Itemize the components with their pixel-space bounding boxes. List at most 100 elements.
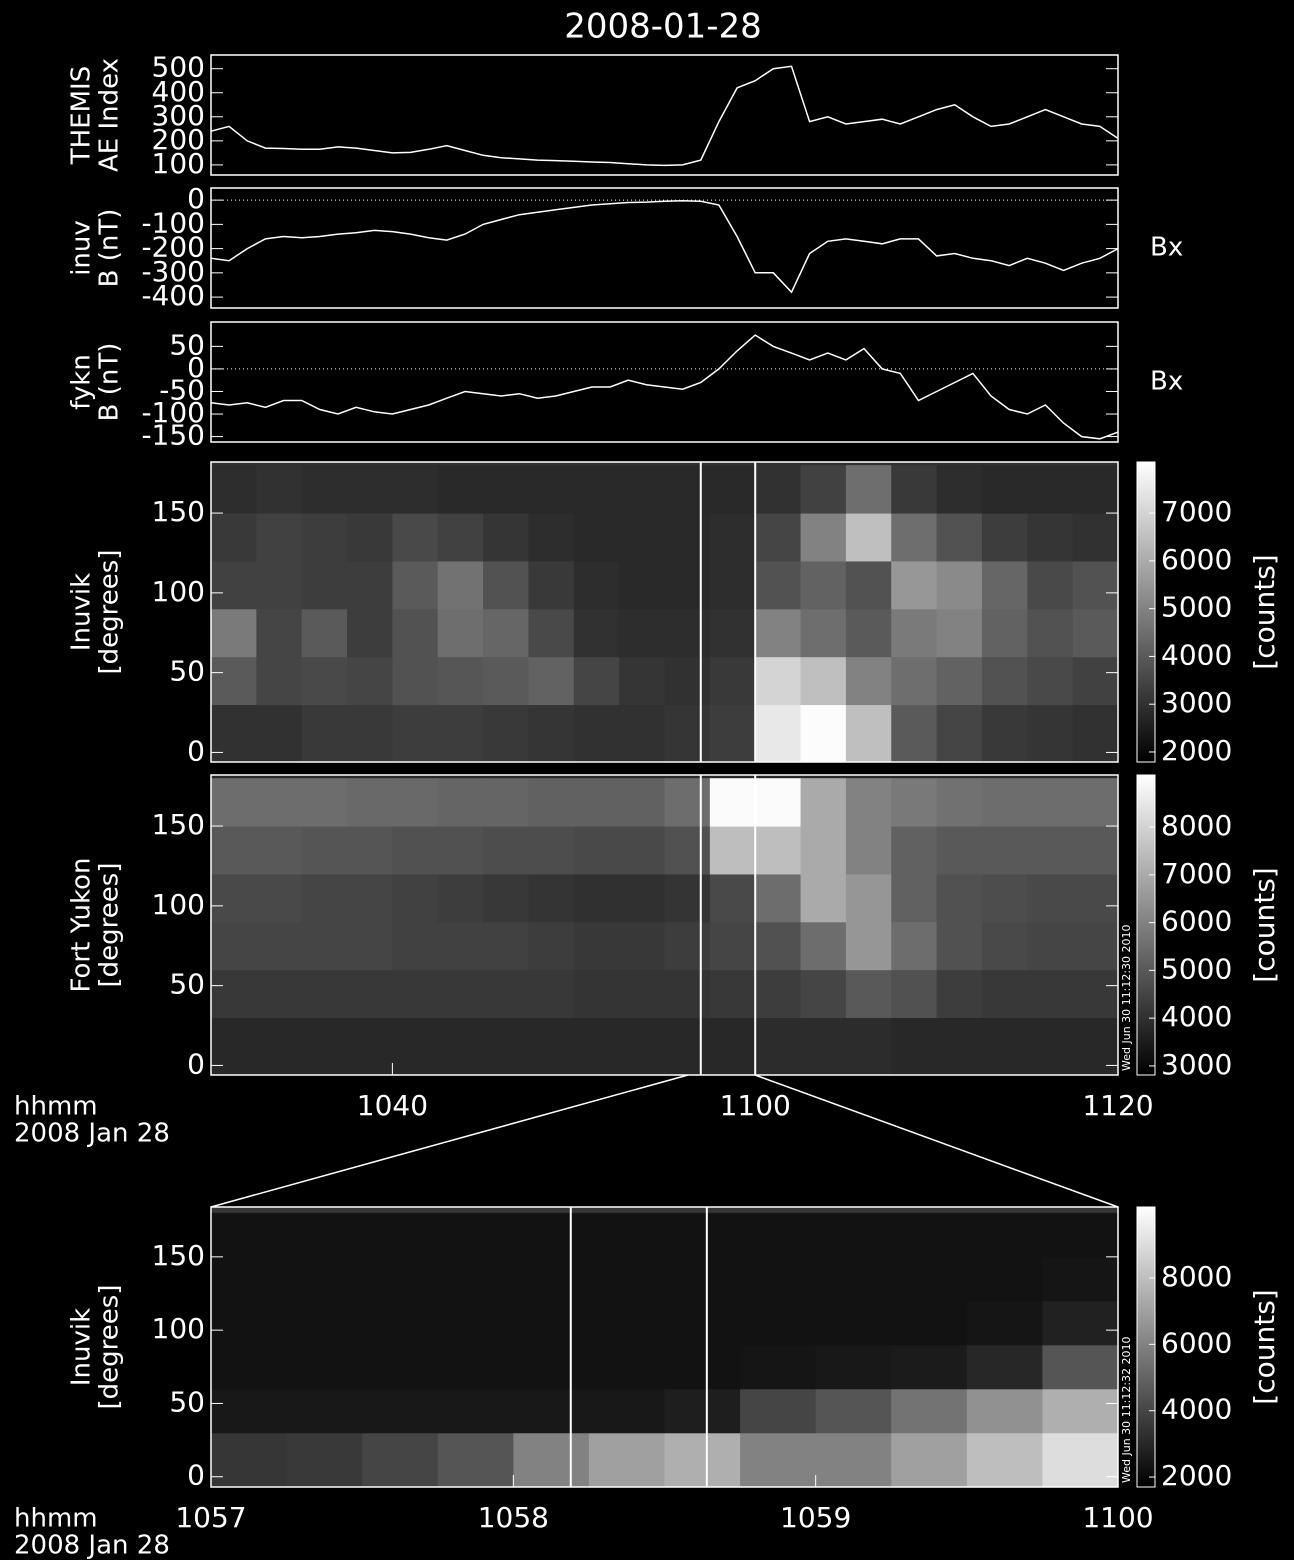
keogram-cell <box>709 778 756 827</box>
keogram-cell <box>709 465 756 514</box>
keogram-cell <box>619 826 665 875</box>
keogram-cell <box>1042 1388 1119 1434</box>
keogram-cell <box>301 826 348 875</box>
panel-frame <box>210 187 1119 309</box>
keogram-cell <box>845 465 892 514</box>
keogram-cell <box>513 1300 590 1346</box>
y-tick-label: -200 <box>141 231 205 264</box>
keogram-cell <box>966 1344 1043 1390</box>
y-axis-label: Fort Yukon <box>67 858 97 993</box>
colorbar-tick-label: 6000 <box>1161 543 1232 576</box>
keogram-cell <box>528 778 575 827</box>
keogram-cell <box>619 465 665 514</box>
keogram-cell <box>1042 1344 1119 1390</box>
keogram-cell <box>573 704 620 763</box>
keogram-cell <box>513 1344 590 1390</box>
keogram-cell <box>755 873 802 923</box>
keogram-cell <box>755 608 802 658</box>
keogram-cell <box>483 704 529 763</box>
keogram-cell <box>664 560 711 610</box>
keogram-cell <box>800 560 847 610</box>
keogram-cell <box>800 513 847 562</box>
keogram-cell <box>528 656 575 706</box>
keogram-cell <box>1027 465 1074 514</box>
keogram-cell <box>619 513 665 562</box>
keogram-cell <box>573 778 620 827</box>
keogram-cell <box>392 873 439 923</box>
colorbar-label: [counts] <box>1248 554 1281 669</box>
keogram-cell <box>573 608 620 658</box>
colorbar <box>1136 461 1156 763</box>
keogram-cell <box>513 1432 590 1488</box>
y-tick-label: 50 <box>169 655 205 688</box>
keogram-cell <box>664 656 711 706</box>
keogram-cell <box>664 1388 741 1434</box>
y-tick-label: -50 <box>159 373 205 406</box>
colorbar-tick-label: 3000 <box>1161 1048 1232 1081</box>
keogram-cell <box>891 513 938 562</box>
keogram-cell <box>362 1300 439 1346</box>
keogram-cell <box>1027 778 1074 827</box>
keogram-cell <box>573 465 620 514</box>
keogram-cell <box>815 1212 892 1258</box>
y-tick-label: 50 <box>169 328 205 361</box>
keogram-cell <box>347 969 393 1019</box>
keogram-cell <box>362 1432 439 1488</box>
y-axis-label: Inuvik <box>67 573 97 651</box>
panel-frame <box>210 1206 1119 1488</box>
keogram-cell <box>437 969 484 1019</box>
keogram-cell <box>483 1017 529 1076</box>
keogram-cell <box>347 608 393 658</box>
keogram-cell <box>981 826 1028 875</box>
y-axis-label: [degrees] <box>95 1285 125 1410</box>
keogram-cell <box>437 921 484 971</box>
keogram-cell <box>347 656 393 706</box>
keogram-cell <box>891 873 938 923</box>
colorbar-tick-label: 3000 <box>1161 686 1232 719</box>
keogram-cell <box>800 873 847 923</box>
keogram-cell <box>483 778 529 827</box>
keogram-cell <box>800 921 847 971</box>
x-axis-label: hhmm <box>14 1092 98 1122</box>
colorbar-tick-label: 8000 <box>1161 1260 1232 1293</box>
keogram-cell <box>528 921 575 971</box>
keogram-cell <box>528 608 575 658</box>
y-tick-label: 50 <box>169 968 205 1001</box>
keogram-cell <box>392 465 439 514</box>
y-tick-label: -400 <box>141 279 205 312</box>
keogram-cell <box>528 826 575 875</box>
keogram-cell <box>815 1344 892 1390</box>
keogram-cell <box>891 969 938 1019</box>
timestamp: Wed Jun 30 11:12:32 2010 <box>1120 1336 1133 1483</box>
keogram-cell <box>1072 465 1119 514</box>
keogram-cell <box>1072 513 1119 562</box>
x-tick-label: 1057 <box>175 1501 246 1534</box>
keogram-cell <box>301 608 348 658</box>
colorbar-tick-label: 6000 <box>1161 905 1232 938</box>
keogram-cell <box>437 513 484 562</box>
keogram-cell <box>573 656 620 706</box>
y-tick-label: 300 <box>152 99 205 132</box>
keogram-cell <box>392 560 439 610</box>
keogram-cell <box>392 513 439 562</box>
keogram-cell <box>573 560 620 610</box>
keogram-cell <box>981 465 1028 514</box>
keogram-cell <box>1072 704 1119 763</box>
keogram-cell <box>891 826 938 875</box>
keogram-cell <box>891 1256 968 1302</box>
x-tick-label: 1120 <box>1082 1089 1153 1122</box>
keogram-cell <box>437 1388 514 1434</box>
keogram-cell <box>800 704 847 763</box>
keogram-cell <box>740 1256 817 1302</box>
keogram-cell <box>573 873 620 923</box>
keogram-cell <box>211 656 257 706</box>
keogram-cell <box>936 608 983 658</box>
keogram-cell <box>740 1212 817 1258</box>
colorbar-tick-label: 4000 <box>1161 638 1232 671</box>
keogram-cell <box>1072 969 1119 1019</box>
keogram-cell <box>347 513 393 562</box>
keogram-cell <box>301 560 348 610</box>
keogram-cell <box>301 465 348 514</box>
keogram-cell <box>891 1344 968 1390</box>
panel-frame <box>210 321 1119 443</box>
